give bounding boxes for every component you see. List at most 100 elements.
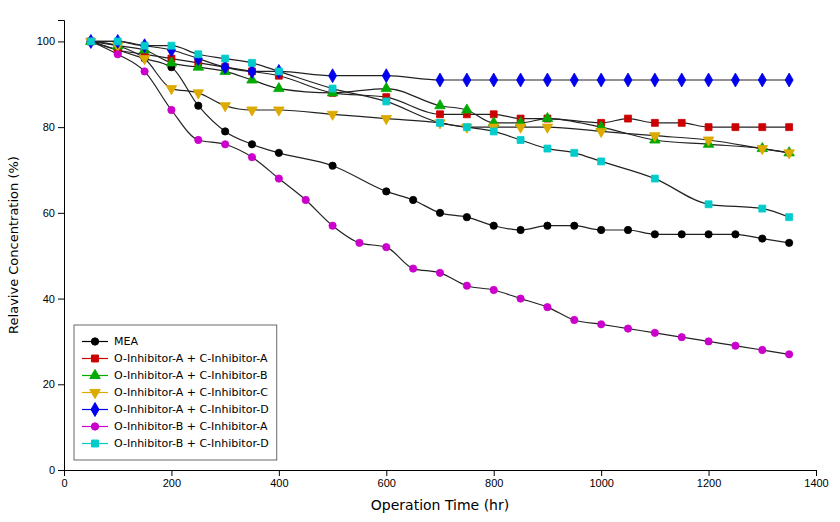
point bbox=[732, 342, 739, 349]
point bbox=[195, 136, 202, 143]
point bbox=[463, 282, 470, 289]
point bbox=[139, 56, 150, 65]
point bbox=[597, 321, 604, 328]
point bbox=[597, 73, 605, 87]
point bbox=[463, 124, 470, 131]
point bbox=[166, 86, 177, 95]
point bbox=[168, 106, 175, 113]
fit-line bbox=[91, 41, 789, 127]
point bbox=[409, 196, 416, 203]
legend-item: O-Inhibitor-B + C-Inhibitor-D bbox=[82, 437, 269, 450]
y-axis-tick: 40 bbox=[43, 293, 64, 305]
point bbox=[382, 69, 390, 83]
point bbox=[141, 39, 149, 53]
fit-line bbox=[91, 41, 789, 354]
y-axis-tick-label: 40 bbox=[43, 293, 55, 305]
point bbox=[141, 68, 148, 75]
y-axis-tick-mark bbox=[58, 470, 64, 471]
point bbox=[437, 111, 444, 118]
x-axis-tick: 1200 bbox=[697, 470, 721, 489]
point bbox=[678, 119, 685, 126]
point bbox=[356, 239, 363, 246]
y-axis-line bbox=[58, 21, 65, 471]
point bbox=[166, 57, 177, 66]
point bbox=[650, 133, 661, 142]
point bbox=[705, 124, 712, 131]
point bbox=[195, 102, 202, 109]
legend-swatch-marker bbox=[91, 423, 98, 430]
point bbox=[381, 116, 392, 125]
series-points bbox=[86, 35, 795, 156]
x-axis-tick: 1000 bbox=[589, 470, 613, 489]
series-points bbox=[86, 38, 795, 159]
legend-swatch-marker bbox=[91, 338, 98, 345]
point bbox=[517, 73, 525, 87]
x-axis-tick-label: 1000 bbox=[589, 477, 613, 489]
legend-label: MEA bbox=[114, 335, 138, 348]
point bbox=[651, 175, 658, 182]
point bbox=[409, 265, 416, 272]
plot: 0200400600800100012001400020406080100MEA… bbox=[37, 21, 829, 489]
y-axis-tick-mark bbox=[58, 41, 64, 42]
x-axis-tick-mark bbox=[709, 470, 710, 476]
point bbox=[437, 119, 444, 126]
y-axis-tick-mark bbox=[58, 213, 64, 214]
y-axis-tick: 80 bbox=[43, 121, 64, 133]
legend-label: O-Inhibitor-B + C-Inhibitor-D bbox=[114, 437, 269, 450]
series-points bbox=[87, 38, 793, 358]
point bbox=[490, 73, 498, 87]
point bbox=[275, 64, 283, 78]
point bbox=[383, 98, 390, 105]
point bbox=[705, 338, 712, 345]
point bbox=[248, 141, 255, 148]
point bbox=[651, 329, 658, 336]
y-axis-tick-mark bbox=[58, 127, 64, 128]
fit-line bbox=[91, 41, 789, 217]
point bbox=[786, 124, 793, 131]
point bbox=[544, 303, 551, 310]
point bbox=[651, 119, 658, 126]
x-axis-line bbox=[65, 471, 817, 477]
x-axis-tick-label: 200 bbox=[163, 477, 181, 489]
series-points bbox=[87, 38, 792, 221]
x-axis-tick-mark bbox=[279, 470, 280, 476]
fit-line bbox=[91, 41, 789, 152]
point bbox=[544, 145, 551, 152]
point bbox=[785, 351, 792, 358]
legend-swatch-marker bbox=[92, 355, 99, 362]
y-axis-title: Relavive Concentration (%) bbox=[6, 156, 21, 334]
y-axis-tick: 100 bbox=[37, 35, 64, 47]
point bbox=[705, 231, 712, 238]
marks bbox=[86, 34, 795, 357]
x-axis-tick-label: 600 bbox=[378, 477, 396, 489]
point bbox=[544, 222, 551, 229]
point bbox=[274, 82, 285, 91]
series-points bbox=[87, 34, 793, 86]
point bbox=[247, 107, 258, 116]
point bbox=[168, 42, 175, 49]
y-axis-tick-label: 80 bbox=[43, 121, 55, 133]
x-axis-tick: 800 bbox=[485, 470, 503, 489]
fit-line bbox=[91, 41, 789, 152]
point bbox=[542, 112, 553, 121]
point bbox=[329, 162, 336, 169]
point bbox=[87, 38, 94, 45]
point bbox=[651, 73, 659, 87]
point bbox=[678, 333, 685, 340]
legend-item: O-Inhibitor-A + C-Inhibitor-B bbox=[82, 369, 267, 382]
point bbox=[248, 153, 255, 160]
point bbox=[302, 196, 309, 203]
point bbox=[678, 231, 685, 238]
legend-item: O-Inhibitor-A + C-Inhibitor-D bbox=[82, 403, 269, 417]
y-axis-tick: 60 bbox=[43, 207, 64, 219]
point bbox=[625, 115, 632, 122]
legend-swatch-marker bbox=[90, 369, 101, 378]
y-axis-tick-label: 20 bbox=[43, 378, 55, 390]
y-axis-tick-label: 0 bbox=[49, 464, 55, 476]
point bbox=[463, 213, 470, 220]
point bbox=[114, 38, 121, 45]
y-axis: 0 20 40 60 80 100 bbox=[37, 21, 65, 477]
point bbox=[222, 55, 229, 62]
point bbox=[598, 158, 605, 165]
point bbox=[383, 243, 390, 250]
